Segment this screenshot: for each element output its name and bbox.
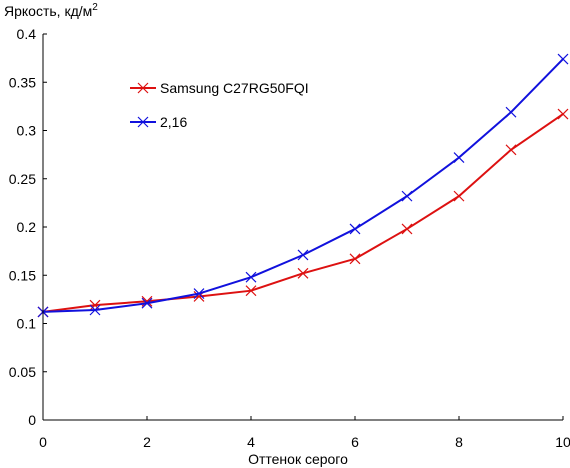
y-tick-label: 0.15 — [9, 267, 36, 283]
x-axis-title: Оттенок серого — [248, 451, 348, 467]
y-tick-label: 0.4 — [17, 26, 37, 42]
y-tick-label: 0.35 — [9, 74, 36, 90]
y-axis-title: Яркость, кд/м2 — [4, 2, 98, 19]
legend-swatch-marker — [137, 116, 149, 128]
series-layer — [37, 53, 569, 318]
series-2-point — [141, 297, 153, 309]
series-1-point — [557, 108, 569, 120]
y-tick-label: 0.3 — [17, 123, 37, 139]
x-tick-label: 10 — [555, 434, 570, 450]
series-2-point — [453, 152, 465, 163]
series-2-point — [349, 223, 361, 235]
series-2-point — [401, 190, 413, 202]
legend-swatch-marker — [137, 82, 149, 94]
y-axis-title-superscript: 2 — [92, 2, 98, 13]
series-2-point — [89, 304, 101, 316]
legend-label: Samsung C27RG50FQI — [160, 80, 309, 96]
legend: Samsung C27RG50FQI 2,16 — [130, 80, 309, 130]
x-tick-label: 2 — [143, 434, 151, 450]
axes-layer — [42, 34, 563, 421]
y-tick-label: 0.05 — [9, 364, 36, 380]
x-tick-label: 6 — [351, 434, 359, 450]
series-1-point — [245, 285, 257, 297]
series-2-point — [193, 288, 205, 300]
y-tick-label: 0.25 — [9, 171, 36, 187]
series-2-point — [245, 271, 257, 283]
series-1-point — [89, 299, 101, 311]
series-1-point — [297, 267, 309, 279]
series-2-point — [557, 53, 569, 65]
legend-label: 2,16 — [160, 114, 187, 130]
series-2-point — [505, 106, 517, 118]
series-1-point — [401, 223, 413, 235]
y-tick-label: 0.2 — [17, 219, 37, 235]
series-2-point — [297, 249, 309, 261]
series-1-line — [42, 113, 564, 313]
x-tick-label: 4 — [247, 434, 255, 450]
y-axis-title-main: Яркость, кд/м — [4, 3, 92, 19]
y-tick-label: 0.1 — [17, 316, 37, 332]
x-tick-label: 0 — [39, 434, 47, 450]
series-1-point — [453, 190, 465, 202]
series-1-point — [505, 144, 517, 156]
series-1-point — [349, 253, 361, 265]
y-tick-label: 0 — [28, 412, 36, 428]
x-tick-label: 8 — [455, 434, 463, 450]
